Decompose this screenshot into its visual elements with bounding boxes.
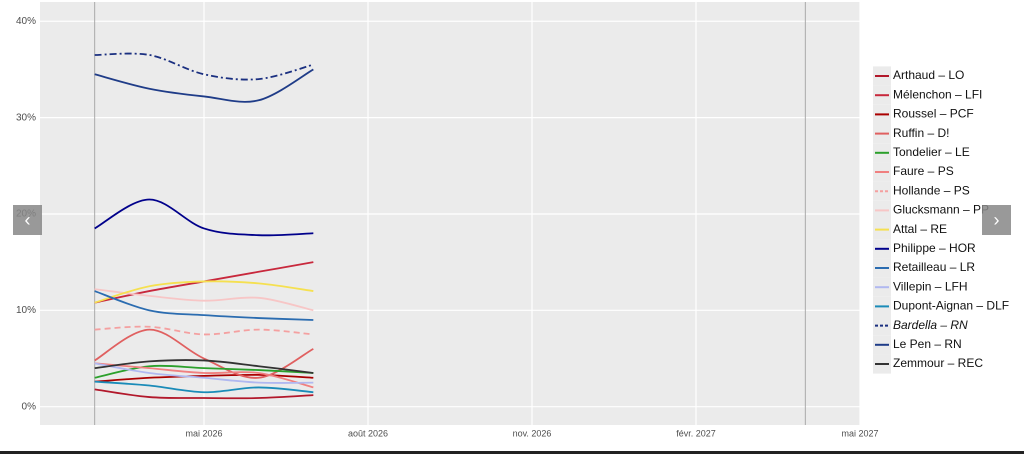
series-line xyxy=(94,52,314,81)
prev-button[interactable]: ‹ xyxy=(13,205,42,235)
series-line xyxy=(94,362,314,389)
series-line xyxy=(94,373,314,383)
y-tick-label: 10% xyxy=(16,305,36,316)
y-tick-label: 0% xyxy=(22,401,37,412)
series-line xyxy=(94,290,314,321)
y-tick-label: 30% xyxy=(16,112,36,123)
bottom-border xyxy=(0,451,1024,454)
legend-label: Le Pen – RN xyxy=(893,337,962,351)
series-line xyxy=(94,359,314,374)
series-line xyxy=(94,288,314,312)
series-line xyxy=(94,362,314,384)
legend-label: Philippe – HOR xyxy=(893,241,976,255)
series-line xyxy=(94,325,314,336)
series-line xyxy=(94,388,314,400)
legend-label: Retailleau – LR xyxy=(893,260,975,274)
y-tick-label: 40% xyxy=(16,16,36,27)
legend-label: Bardella – RN xyxy=(893,318,968,332)
x-tick-label: mai 2026 xyxy=(185,428,222,438)
legend-label: Mélenchon – LFI xyxy=(893,87,982,101)
next-button[interactable]: › xyxy=(982,205,1011,235)
series-line xyxy=(94,198,314,237)
series-line xyxy=(94,328,314,379)
legend-label: Ruffin – D! xyxy=(893,126,949,140)
legend-label: Tondelier – LE xyxy=(893,145,970,159)
series-line xyxy=(94,380,314,394)
legend-label: Zemmour – REC xyxy=(893,356,983,370)
legend-label: Villepin – LFH xyxy=(893,279,967,293)
x-tick-label: mai 2027 xyxy=(841,428,878,438)
series-line xyxy=(94,280,314,304)
x-tick-label: août 2026 xyxy=(348,428,388,438)
legend-label: Roussel – PCF xyxy=(893,107,974,121)
legend-label: Attal – RE xyxy=(893,222,947,236)
x-tick-label: nov. 2026 xyxy=(513,428,552,438)
legend-label: Faure – PS xyxy=(893,164,954,178)
legend-label: Glucksmann – PP xyxy=(893,203,989,217)
series-line xyxy=(94,364,314,379)
legend-label: Dupont-Aignan – DLF xyxy=(893,299,1009,313)
legend-label: Arthaud – LO xyxy=(893,68,964,82)
series-line xyxy=(94,68,314,103)
x-tick-label: févr. 2027 xyxy=(676,428,716,438)
legend-label: Hollande – PS xyxy=(893,183,970,197)
